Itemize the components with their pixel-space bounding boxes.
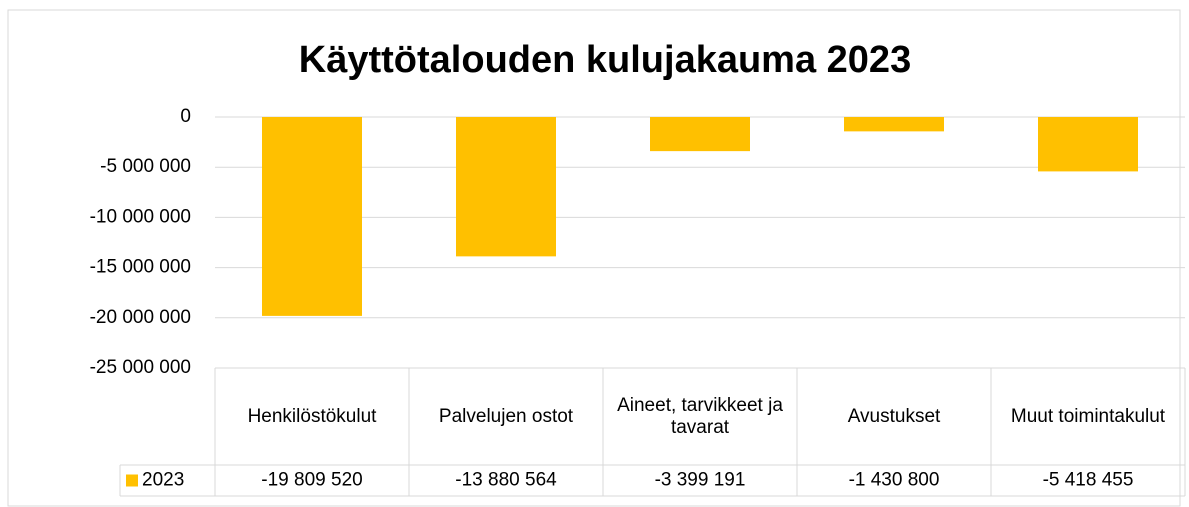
bar: [1038, 117, 1138, 172]
chart-border: [7, 9, 1181, 507]
bar: [650, 117, 750, 152]
legend-swatch: [126, 474, 138, 487]
bar: [456, 117, 556, 257]
bar: [262, 117, 362, 316]
legend-label: 2023: [142, 470, 184, 491]
y-tick-label: -5 000 000: [100, 156, 191, 177]
x-tick-label: Henkilöstökulut: [247, 405, 377, 427]
x-tick-label: Muut toimintakulut: [1010, 405, 1166, 427]
chart-title: Käyttötalouden kulujakauma 2023: [299, 39, 911, 81]
y-tick-label: -10 000 000: [90, 206, 191, 227]
data-label: -19 809 520: [261, 470, 362, 491]
data-label: -1 430 800: [849, 470, 940, 491]
x-tick-label: Avustukset: [847, 405, 941, 427]
data-label: -3 399 191: [655, 470, 746, 491]
x-tick-label: Palvelujen ostot: [438, 405, 574, 427]
y-tick-label: 0: [180, 106, 191, 127]
x-tick-label: Aineet, tarvikkeet ja tavarat: [617, 394, 783, 438]
data-label: -13 880 564: [455, 470, 557, 491]
data-label: -5 418 455: [1043, 470, 1134, 491]
y-tick-label: -15 000 000: [90, 257, 191, 278]
y-tick-label: -20 000 000: [90, 307, 191, 328]
y-tick-label: -25 000 000: [90, 357, 191, 378]
bar: [844, 117, 944, 132]
